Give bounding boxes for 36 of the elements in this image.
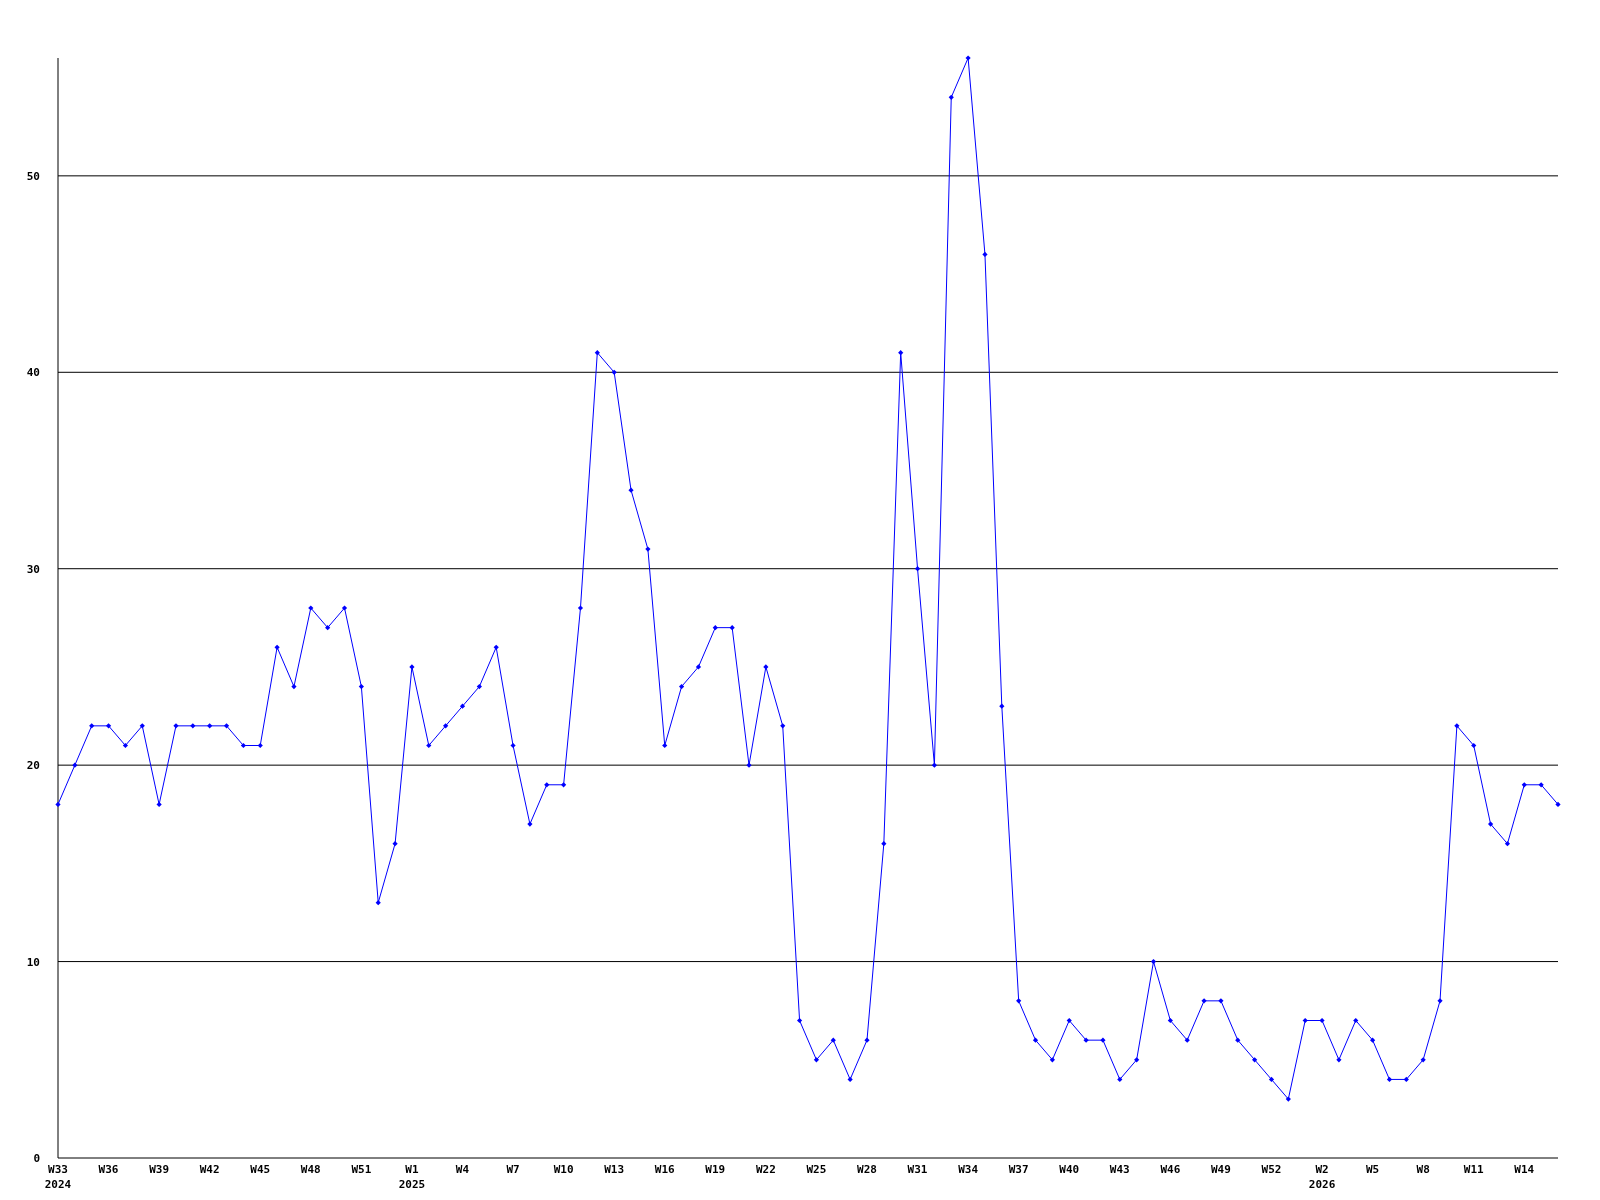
x-tick-label: W33 2024: [44, 1163, 72, 1191]
x-tick-label: W16: [654, 1163, 676, 1176]
x-tick-label: W39: [149, 1163, 170, 1176]
x-tick-label: W46: [1160, 1163, 1181, 1176]
x-tick-label: W43: [1109, 1163, 1130, 1176]
x-tick-label: W40: [1059, 1163, 1080, 1176]
x-tick-label: W5: [1365, 1163, 1380, 1176]
x-tick-label: W11: [1463, 1163, 1485, 1176]
y-tick-label: 40: [26, 366, 40, 380]
x-tick-label: W49: [1210, 1163, 1231, 1176]
y-tick-label: 10: [26, 955, 40, 969]
x-tick-label: W8: [1416, 1163, 1430, 1176]
x-tick-label: W19: [705, 1163, 726, 1176]
y-tick-label: 20: [26, 759, 40, 773]
x-tick-label: W10: [553, 1163, 574, 1176]
x-tick-label: W34: [958, 1163, 979, 1176]
x-tick-label: W52: [1261, 1163, 1282, 1176]
x-tick-label: W13: [604, 1163, 625, 1176]
x-tick-label: W36: [98, 1163, 119, 1176]
x-tick-label: W22: [755, 1163, 776, 1176]
x-tick-label: W7: [506, 1163, 520, 1176]
x-tick-label: W2 2026: [1308, 1163, 1336, 1191]
x-tick-label: W4: [455, 1163, 470, 1176]
x-tick-label: W45: [250, 1163, 271, 1176]
y-tick-label: 30: [26, 562, 40, 576]
x-tick-label: W48: [300, 1163, 321, 1176]
x-tick-label: W14: [1514, 1163, 1535, 1176]
x-tick-label: W42: [199, 1163, 220, 1176]
x-tick-label: W31: [907, 1163, 928, 1176]
x-tick-label: W25: [806, 1163, 827, 1176]
y-tick-label: 50: [26, 169, 40, 183]
x-tick-label: W28: [857, 1163, 877, 1176]
x-tick-label: W1 2025: [398, 1163, 426, 1191]
x-tick-label: W37: [1008, 1163, 1029, 1176]
x-tick-label: W51: [351, 1163, 372, 1176]
y-tick-label: 0: [33, 1152, 40, 1165]
